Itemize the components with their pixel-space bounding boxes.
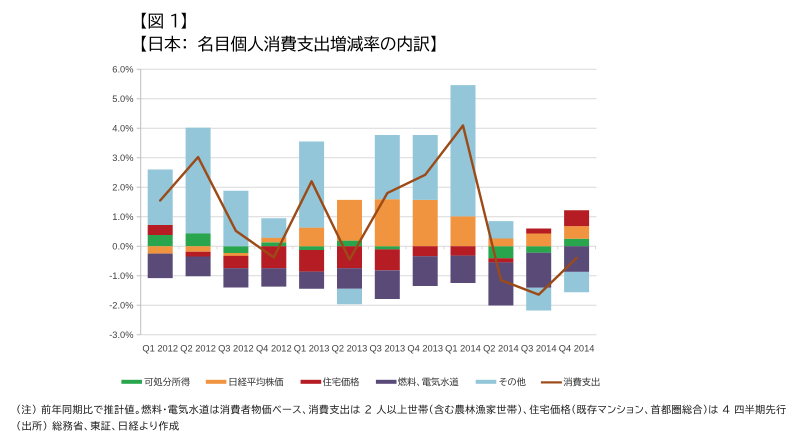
svg-text:3.0%: 3.0% — [112, 153, 133, 163]
svg-text:Q2 2013: Q2 2013 — [332, 344, 368, 354]
svg-text:4.0%: 4.0% — [112, 123, 133, 133]
svg-text:Q3 2014: Q3 2014 — [521, 344, 557, 354]
svg-text:6.0%: 6.0% — [112, 64, 133, 74]
svg-text:Q4 2012: Q4 2012 — [256, 344, 292, 354]
svg-text:5.0%: 5.0% — [112, 94, 133, 104]
svg-text:1.0%: 1.0% — [112, 212, 133, 222]
svg-text:Q1 2012: Q1 2012 — [142, 344, 178, 354]
svg-text:Q3 2012: Q3 2012 — [218, 344, 254, 354]
svg-text:Q2 2012: Q2 2012 — [180, 344, 216, 354]
svg-text:-3.0%: -3.0% — [109, 330, 133, 340]
svg-text:2.0%: 2.0% — [112, 182, 133, 192]
svg-text:-1.0%: -1.0% — [109, 271, 133, 281]
svg-text:Q2 2014: Q2 2014 — [483, 344, 519, 354]
svg-text:Q1 2014: Q1 2014 — [445, 344, 481, 354]
svg-text:Q4 2014: Q4 2014 — [559, 344, 595, 354]
svg-text:Q1 2013: Q1 2013 — [294, 344, 330, 354]
svg-text:Q4 2013: Q4 2013 — [407, 344, 443, 354]
svg-text:-2.0%: -2.0% — [109, 300, 133, 310]
svg-text:0.0%: 0.0% — [112, 241, 133, 251]
svg-text:Q3 2013: Q3 2013 — [369, 344, 405, 354]
